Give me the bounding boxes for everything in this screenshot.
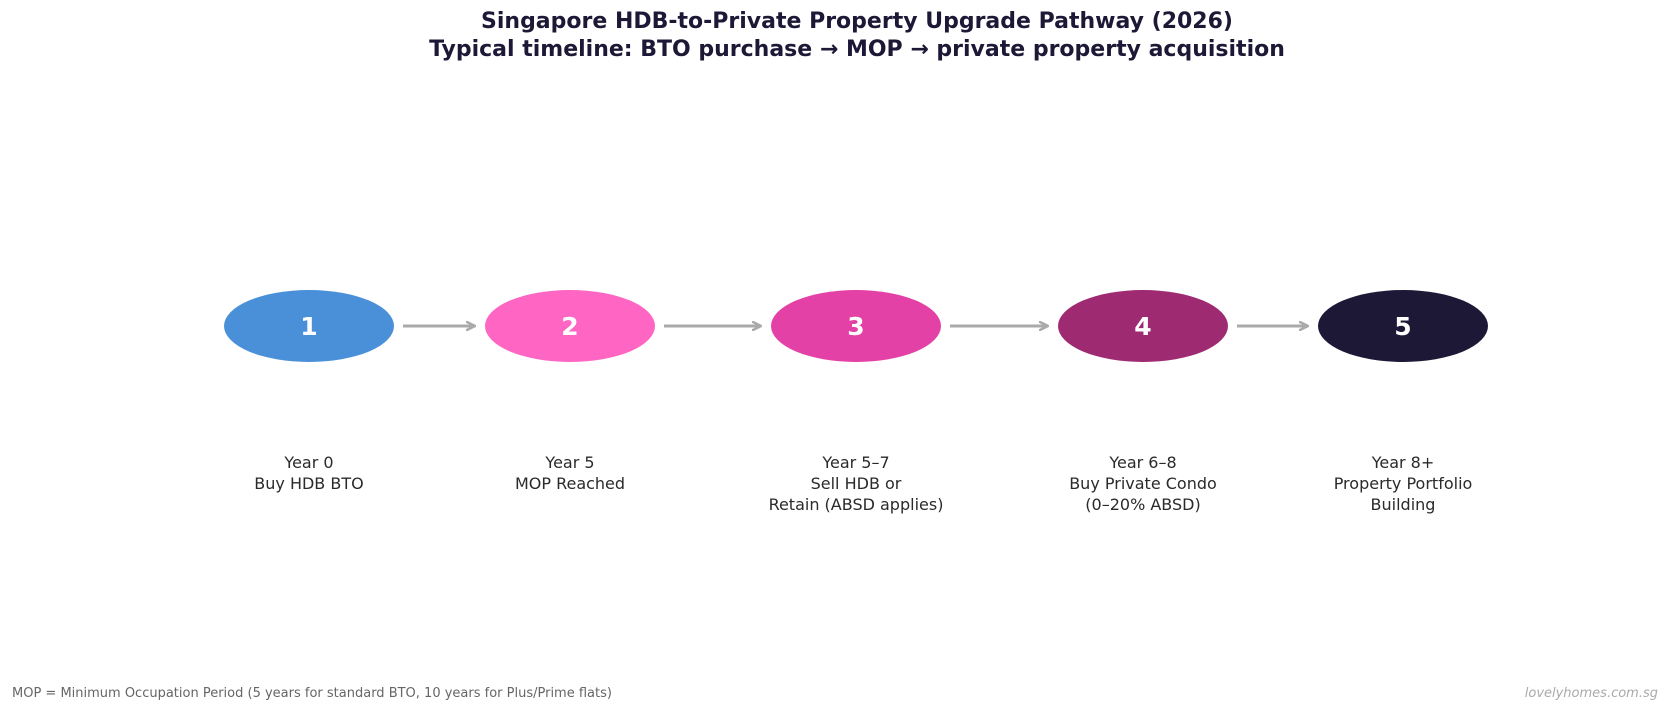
step-label-line: Year 6–8 [1109, 453, 1177, 472]
step-label-line: Building [1370, 495, 1436, 514]
step-label-line: Year 5–7 [822, 453, 890, 472]
step-label-5: Year 8+ Property Portfolio Building [1293, 452, 1513, 515]
step-node-ellipse [1058, 290, 1228, 362]
footnote: MOP = Minimum Occupation Period (5 years… [12, 686, 612, 701]
step-node-4: 4 [1058, 290, 1228, 362]
step-node-3: 3 [771, 290, 941, 362]
step-node-ellipse [1318, 290, 1488, 362]
title-line-1: Singapore HDB-to-Private Property Upgrad… [481, 9, 1233, 34]
step-label-3: Year 5–7 Sell HDB or Retain (ABSD applies) [746, 452, 966, 515]
step-number: 3 [847, 312, 864, 341]
step-label-1: Year 0 Buy HDB BTO [199, 452, 419, 494]
step-label-line: Year 0 [284, 453, 334, 472]
step-label-line: (0–20% ABSD) [1085, 495, 1201, 514]
step-label-2: Year 5 MOP Reached [460, 452, 680, 494]
step-node-1: 1 [224, 290, 394, 362]
step-label-line: Retain (ABSD applies) [768, 495, 944, 514]
step-node-ellipse [771, 290, 941, 362]
step-label-line: Property Portfolio [1333, 474, 1473, 493]
diagram-title: Singapore HDB-to-Private Property Upgrad… [0, 8, 1670, 64]
step-node-2: 2 [485, 290, 655, 362]
nodes-group: 1 2 3 4 5 [224, 290, 1488, 362]
step-number: 5 [1394, 312, 1411, 341]
title-line-2: Typical timeline: BTO purchase → MOP → p… [429, 37, 1285, 62]
step-label-line: Sell HDB or [810, 474, 902, 493]
step-label-4: Year 6–8 Buy Private Condo (0–20% ABSD) [1033, 452, 1253, 515]
step-node-5: 5 [1318, 290, 1488, 362]
step-label-line: Buy Private Condo [1069, 474, 1217, 493]
step-number: 1 [300, 312, 317, 341]
step-number: 2 [561, 312, 578, 341]
step-label-line: Buy HDB BTO [254, 474, 364, 493]
step-label-line: Year 8+ [1371, 453, 1435, 472]
step-node-ellipse [224, 290, 394, 362]
watermark: lovelyhomes.com.sg [1524, 686, 1658, 701]
step-node-ellipse [485, 290, 655, 362]
step-label-line: MOP Reached [514, 474, 626, 493]
step-number: 4 [1134, 312, 1151, 341]
step-label-line: Year 5 [545, 453, 595, 472]
